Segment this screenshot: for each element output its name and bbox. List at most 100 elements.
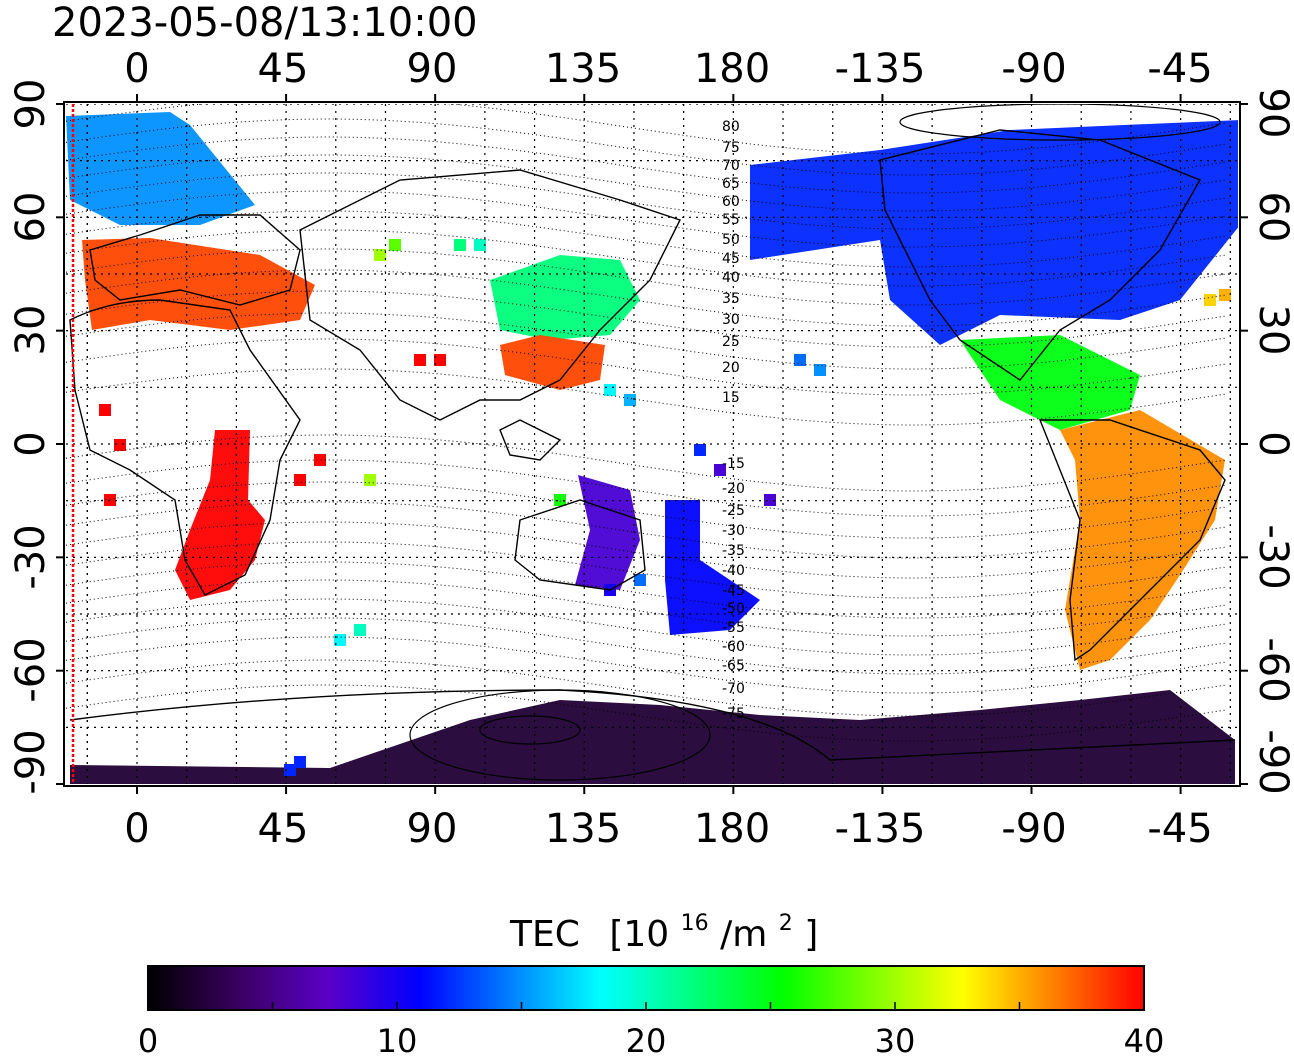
left-tick-label: -90: [8, 729, 54, 794]
bottom-tick-label: -45: [1147, 806, 1212, 852]
mlat-label: -35: [722, 543, 745, 559]
coastline: [69, 689, 1236, 761]
bottom-tick-label: 90: [407, 806, 458, 852]
coastline: [299, 169, 681, 421]
colorbar-unit-mid: /m: [720, 914, 767, 955]
tec-pixel: [634, 574, 646, 586]
colorbar-tick-label: 20: [626, 1022, 667, 1057]
tec-pixel: [604, 384, 616, 396]
tec-pixel: [474, 239, 486, 251]
right-tick-label: -30: [1250, 524, 1294, 589]
bottom-tick-label: 180: [694, 806, 770, 852]
bottom-tick-label: -135: [835, 806, 926, 852]
magnetic-pole-contour: [409, 689, 711, 781]
coastline: [514, 499, 646, 591]
colorbar-unit-prefix: [10: [609, 914, 669, 955]
right-tick-label: 0: [1250, 431, 1294, 456]
top-tick-label: 0: [124, 46, 149, 92]
coastline: [499, 419, 562, 461]
tec-pixel: [294, 474, 306, 486]
mlat-label: 35: [722, 291, 740, 307]
tec-pixel: [284, 764, 296, 776]
tec-pixel: [104, 494, 116, 506]
colorbar-unit-suffix: ]: [804, 914, 818, 955]
coastline: [89, 214, 301, 306]
colorbar-tick-label: 40: [1124, 1022, 1165, 1057]
tec-pixel: [794, 354, 806, 366]
magnetic-pole-contour: [899, 104, 1221, 141]
bottom-tick-label: 45: [258, 806, 309, 852]
mlat-label: 30: [722, 312, 740, 328]
coastlines: [69, 129, 1236, 761]
top-tick-label: 180: [694, 46, 770, 92]
colorbar-tick-label: 0: [138, 1022, 158, 1057]
left-tick-label: 90: [8, 79, 54, 130]
magnetic-pole-contour: [479, 715, 581, 745]
tec-pixel: [814, 364, 826, 376]
mlat-label: 55: [722, 212, 740, 228]
tec-blob: [82, 238, 315, 330]
mlat-label: -70: [722, 681, 745, 697]
top-axis: 0 45 90 135 180 -135 -90 -45: [124, 46, 1212, 92]
mlat-label: 15: [722, 390, 740, 406]
tec-blob: [490, 255, 640, 340]
mlat-label: -30: [722, 523, 745, 539]
left-tick-label: 60: [8, 192, 54, 243]
tec-pixel: [454, 239, 466, 251]
tec-pixel: [314, 454, 326, 466]
mlat-label: -20: [722, 481, 745, 497]
bottom-tick-label: 0: [124, 806, 149, 852]
colorbar-title: TEC [10 16 /m 2 ]: [509, 898, 818, 955]
mlat-label: -25: [722, 503, 745, 519]
tec-observation-layer: [66, 112, 1238, 784]
colorbar-label: TEC: [509, 914, 580, 955]
magnetic-latitude-contours: [66, 104, 1227, 781]
tec-pixel: [354, 624, 366, 636]
mlat-label: 65: [722, 176, 740, 192]
coastline: [1038, 419, 1226, 662]
top-tick-label: -90: [1001, 46, 1066, 92]
timestamp-title: 2023-05-08/13:10:00: [52, 0, 478, 46]
mlat-label: 25: [722, 334, 740, 350]
tec-pixel: [434, 354, 446, 366]
bottom-tick-label: -90: [1001, 806, 1066, 852]
tec-pixel: [1204, 294, 1216, 306]
coastline: [879, 129, 1202, 381]
tec-blob: [750, 120, 1238, 345]
tec-blob: [665, 500, 760, 635]
mlat-label: -55: [722, 620, 745, 636]
colorbar-ticks: [147, 1002, 1145, 1010]
mlat-label: 80: [722, 119, 740, 135]
left-tick-label: -60: [8, 637, 54, 702]
tec-pixel: [624, 394, 636, 406]
mlat-label: -60: [722, 639, 745, 655]
left-tick-label: 30: [8, 305, 54, 356]
mlat-label: -75: [722, 706, 745, 722]
top-tick-label: 45: [258, 46, 309, 92]
tec-pixel: [364, 474, 376, 486]
plot-area: [66, 104, 1238, 784]
right-tick-label: 90: [1250, 88, 1294, 139]
tec-pixel: [294, 756, 306, 768]
tec-pixel: [389, 239, 401, 251]
frame-ticks: [56, 94, 1248, 794]
mlat-label: -45: [722, 583, 745, 599]
mlat-label: 60: [722, 194, 740, 210]
mlat-label: 20: [722, 360, 740, 376]
right-axis: 90 60 30 0 -30 -60 -90: [1250, 88, 1294, 795]
tec-blob: [500, 335, 605, 390]
mlat-label: -50: [722, 601, 745, 617]
right-tick-label: -90: [1250, 729, 1294, 794]
graticule-grid: [66, 104, 1238, 784]
colorbar-unit-exp2: 2: [779, 911, 793, 936]
mlat-label: 45: [722, 251, 740, 267]
tec-pixel: [374, 249, 386, 261]
top-tick-label: -45: [1147, 46, 1212, 92]
top-tick-label: 135: [545, 46, 621, 92]
mlat-label: -15: [722, 456, 745, 472]
tec-pixel: [554, 494, 566, 506]
coastline: [69, 299, 301, 596]
left-axis: 90 60 30 0 -30 -60 -90: [8, 79, 54, 795]
mlat-label: 75: [722, 140, 740, 156]
